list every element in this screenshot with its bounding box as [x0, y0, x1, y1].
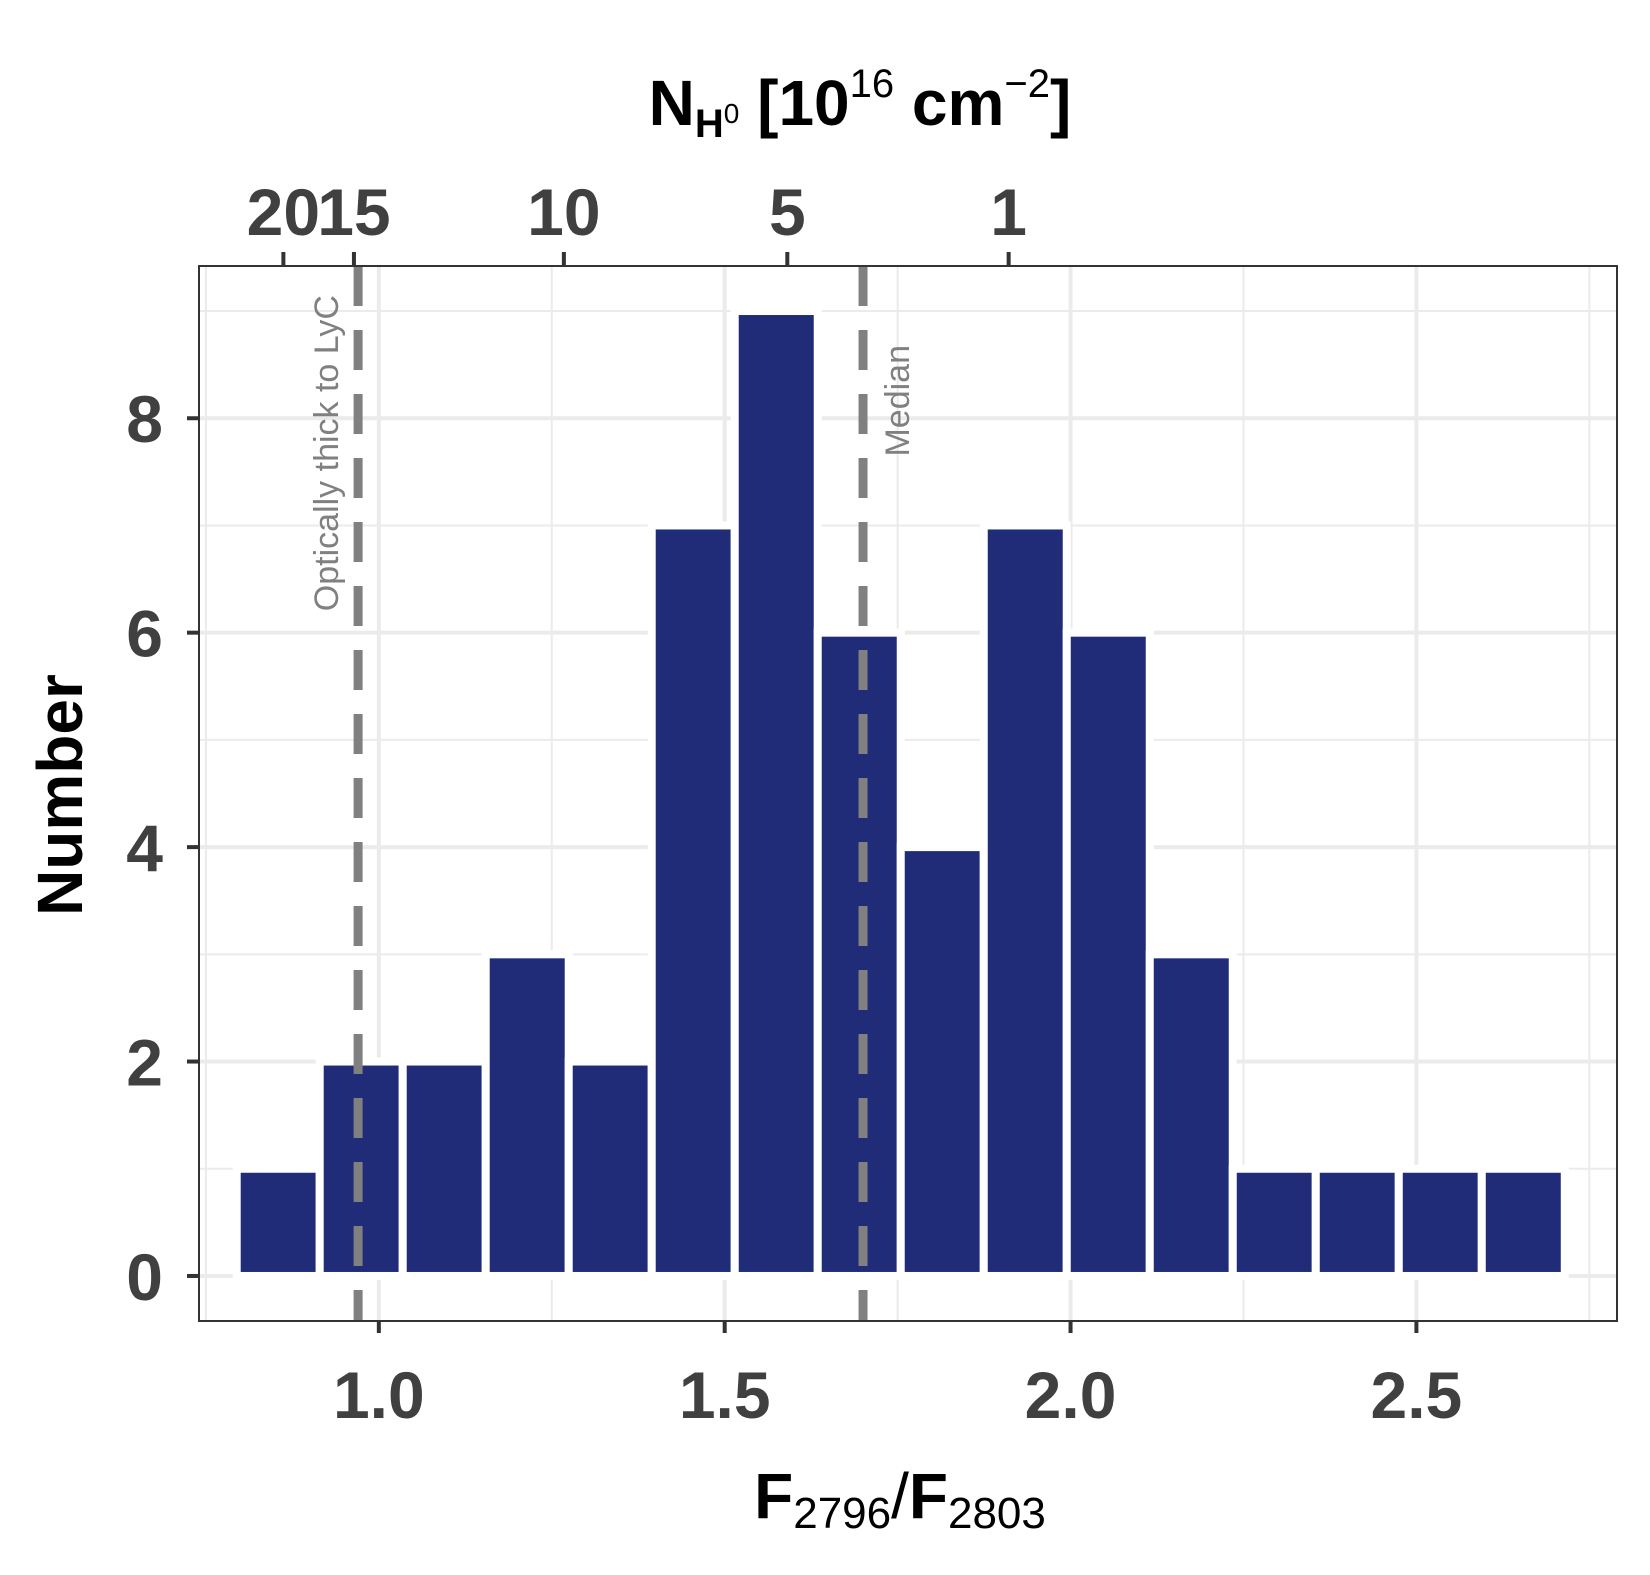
x-tick-label: 1.0 — [333, 1358, 425, 1432]
reference-lines: Optically thick to LyC Median — [308, 266, 917, 1321]
bar-5 — [647, 521, 739, 1280]
bar-2 — [398, 1057, 490, 1280]
top-tick-label: 15 — [317, 175, 390, 249]
top-tick-label: 5 — [769, 175, 806, 249]
bar-14 — [1394, 1164, 1486, 1280]
bar-8 — [896, 843, 988, 1280]
bars — [232, 307, 1569, 1280]
y-axis-title: Number — [24, 674, 96, 916]
vline-label-optically-thick: Optically thick to LyC — [308, 295, 346, 611]
vline-label-median: Median — [879, 345, 917, 457]
top-axis-title: NH0 [1016 cm−2] — [649, 62, 1072, 146]
bar-11 — [1145, 950, 1237, 1280]
y-tick-label: 2 — [126, 1026, 163, 1100]
bar-10 — [1062, 628, 1154, 1280]
plot-panel-border — [198, 265, 1618, 1322]
y-tick-label: 6 — [126, 597, 163, 671]
bar-4 — [564, 1057, 656, 1280]
top-tick-label: 1 — [990, 175, 1027, 249]
x-axis-title: F2796/F2803 — [754, 1460, 1046, 1538]
bar-9 — [979, 521, 1071, 1280]
bar-3 — [481, 950, 573, 1280]
x-tick-label: 2.5 — [1371, 1358, 1463, 1432]
bar-0 — [232, 1164, 324, 1280]
y-tick-label: 0 — [126, 1240, 163, 1314]
top-tick-label: 10 — [527, 175, 600, 249]
top-tick-label: 20 — [247, 175, 320, 249]
y-axis: 0 2 4 6 8 — [126, 382, 199, 1314]
bar-6 — [730, 307, 822, 1280]
y-tick-label: 4 — [126, 811, 163, 885]
x-axis: 1.0 1.5 2.0 2.5 — [333, 1321, 1462, 1432]
bar-15 — [1477, 1164, 1569, 1280]
bar-12 — [1228, 1164, 1320, 1280]
bar-13 — [1311, 1164, 1403, 1280]
x-tick-label: 2.0 — [1025, 1358, 1117, 1432]
x-tick-label: 1.5 — [679, 1358, 771, 1432]
y-tick-label: 8 — [126, 382, 163, 456]
